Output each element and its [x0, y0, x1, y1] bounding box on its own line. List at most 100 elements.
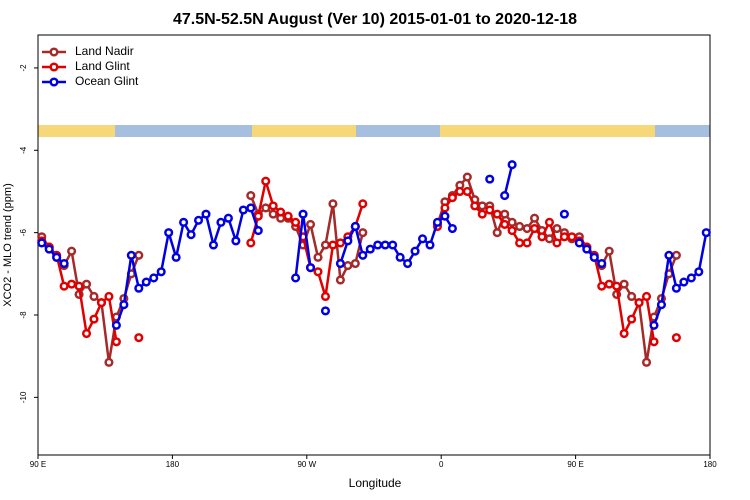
data-point [529, 223, 540, 234]
data-point [649, 337, 659, 347]
data-point [656, 300, 667, 310]
data-point [671, 333, 681, 343]
data-point [67, 279, 77, 289]
data-point [462, 172, 472, 182]
data-point [134, 333, 144, 343]
data-point [634, 298, 644, 308]
data-point [305, 263, 316, 273]
data-point [179, 217, 189, 227]
data-point [388, 240, 398, 250]
data-point [582, 244, 592, 254]
data-point [313, 267, 323, 277]
data-point [544, 234, 555, 244]
data-point [597, 258, 607, 269]
data-point [410, 246, 420, 256]
data-point [552, 238, 562, 248]
data-point [156, 267, 166, 277]
data-point [268, 209, 278, 219]
data-point [89, 314, 99, 324]
data-point [268, 201, 278, 211]
data-point [89, 291, 99, 302]
data-point [246, 203, 256, 213]
data-point [104, 291, 114, 302]
data-point [350, 258, 360, 269]
data-point [67, 246, 77, 256]
data-point [671, 283, 681, 293]
data-point [485, 205, 495, 215]
data-point [701, 228, 711, 238]
x-tick-label: 0 [439, 460, 444, 469]
data-point [597, 281, 607, 291]
y-tick-label: -10 [19, 391, 28, 403]
x-tick-label: 180 [703, 460, 717, 469]
data-point [447, 223, 457, 234]
data-point [328, 240, 338, 250]
data-point [238, 205, 248, 215]
data-point [313, 252, 323, 262]
data-point [425, 240, 435, 250]
legend-marker [49, 77, 59, 87]
data-point [604, 246, 614, 256]
legend-marker [49, 62, 59, 72]
data-point [373, 240, 383, 250]
data-point [134, 283, 144, 293]
data-point [507, 217, 517, 227]
x-tick-label: 90 E [30, 460, 46, 469]
data-point [358, 250, 368, 260]
data-point [283, 211, 293, 221]
data-point [515, 238, 525, 248]
data-point [447, 193, 457, 203]
data-point [171, 252, 181, 262]
x-tick-label: 90 W [297, 460, 316, 469]
data-point [500, 219, 510, 229]
data-point [208, 240, 219, 250]
data-point [522, 238, 532, 248]
data-point [320, 306, 331, 316]
data-point [193, 215, 204, 225]
data-point [567, 232, 577, 242]
data-point [679, 277, 689, 287]
data-point [358, 199, 368, 209]
data-point [126, 250, 136, 260]
data-point [223, 213, 233, 223]
data-point [500, 209, 510, 219]
data-point [81, 279, 92, 289]
data-point [305, 219, 316, 229]
data-point [604, 279, 614, 289]
data-point [649, 320, 659, 330]
data-point [671, 250, 681, 260]
legend-marker [49, 47, 59, 57]
data-point [500, 191, 510, 201]
data-point [477, 201, 487, 211]
data-point [462, 186, 472, 197]
data-point [552, 223, 562, 234]
data-point [559, 209, 569, 219]
data-point [320, 240, 331, 250]
data-point [544, 217, 555, 227]
x-axis-label: Longitude [349, 476, 402, 490]
data-point [358, 228, 368, 238]
data-point [335, 238, 345, 248]
data-point [246, 191, 256, 201]
data-point [276, 207, 286, 217]
data-point [328, 199, 338, 209]
data-point [141, 277, 151, 287]
data-point [664, 250, 674, 260]
data-point [694, 267, 704, 277]
data-point [52, 252, 62, 262]
data-point [291, 273, 301, 283]
data-point [44, 244, 54, 254]
data-point [455, 186, 465, 197]
data-point [619, 328, 629, 339]
data-point [559, 232, 569, 242]
data-point [529, 213, 540, 223]
data-point [417, 234, 428, 244]
data-point [507, 226, 517, 236]
data-point [380, 240, 390, 250]
data-point [164, 228, 174, 238]
data-point [320, 291, 331, 302]
x-tick-label: 180 [166, 460, 180, 469]
data-point [149, 273, 159, 283]
data-point [477, 209, 487, 219]
